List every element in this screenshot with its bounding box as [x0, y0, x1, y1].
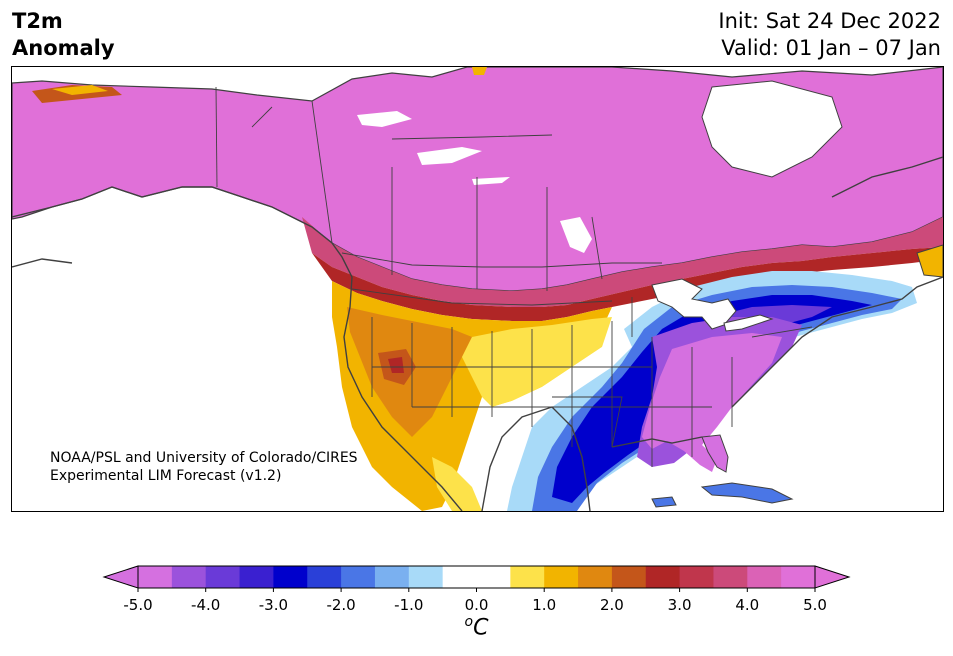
colorbar-extend-max [814, 565, 851, 589]
colorbar-swatch [578, 566, 613, 588]
colorbar-tick-label: 5.0 [803, 596, 827, 610]
colorbar-tick-label: -5.0 [123, 596, 152, 610]
colorbar-tick-label: 4.0 [735, 596, 759, 610]
great-lakes [651, 278, 737, 330]
colorbar-units: oC [0, 614, 953, 640]
cuba [700, 482, 794, 504]
units-degree: o [464, 614, 474, 630]
colorbar-swatch [713, 566, 748, 588]
anomaly-map [12, 67, 943, 511]
colorbar-swatch [476, 566, 511, 588]
anomaly-near-zero [490, 317, 652, 511]
colorbar-tick-label: -4.0 [191, 596, 220, 610]
colorbar-tick-label: 1.0 [532, 596, 556, 610]
anomaly-plains-yellow [462, 317, 612, 407]
colorbar-swatch [171, 566, 207, 588]
colorbar-swatch [273, 566, 308, 588]
colorbar-swatch [205, 566, 241, 588]
valid-range: Valid: 01 Jan – 07 Jan [721, 36, 941, 60]
colorbar-swatch [747, 566, 782, 588]
arctic-gold [472, 67, 487, 75]
colorbar-swatch [544, 566, 579, 588]
colorbar-tick-label: -2.0 [326, 596, 355, 610]
colorbar-swatch [374, 566, 410, 588]
colorbar-swatch [442, 566, 477, 588]
bahamas [651, 496, 677, 508]
great-slave-lake [417, 147, 482, 165]
variable-type: Anomaly [12, 36, 115, 60]
init-date: Init: Sat 24 Dec 2022 [718, 9, 941, 33]
coastlines [12, 156, 943, 511]
colorbar-swatch [341, 566, 376, 588]
colorbar-tick-label: -1.0 [394, 596, 423, 610]
newfoundland-warm [916, 244, 943, 278]
great-bear-lake [357, 111, 412, 127]
anomaly-southeast-lavender [642, 333, 782, 472]
lake-winnipeg [560, 217, 592, 253]
colorbar-swatch [138, 566, 173, 588]
lake-erie [723, 314, 774, 332]
colorbar-tick-label: 2.0 [600, 596, 624, 610]
colorbar-swatch [307, 566, 342, 588]
anomaly-band-red [312, 247, 943, 321]
map-panel: NOAA/PSL and University of Colorado/CIRE… [11, 66, 944, 512]
colorbar-swatch [781, 566, 816, 588]
colorbar-tick-label: 0.0 [465, 596, 489, 610]
colorbar-tick-label: -3.0 [259, 596, 288, 610]
colorbar-swatch [510, 566, 545, 588]
colorbar: -5.0 -4.0 -3.0 -2.0 -1.0 0.0 1.0 2.0 3.0 4.0 5.0 [0, 562, 953, 642]
colorbar-tick-label: 3.0 [668, 596, 692, 610]
chart-title: T2m Anomaly [12, 8, 115, 62]
colorbar-graphic: -5.0 -4.0 -3.0 -2.0 -1.0 0.0 1.0 2.0 3.0 4.0 5.0 [102, 565, 851, 614]
anomaly-california-red [388, 357, 404, 373]
alaska-gold [52, 85, 108, 95]
hudson-bay [701, 80, 843, 178]
variable-name: T2m [12, 9, 63, 33]
anomaly-mexico-yellow [432, 457, 482, 511]
credit-line-2: Experimental LIM Forecast (v1.2) [50, 468, 282, 484]
colorbar-swatch [408, 566, 444, 588]
credit-text: NOAA/PSL and University of Colorado/CIRE… [50, 449, 358, 485]
colorbar-extend-min [102, 565, 139, 589]
colorbar-swatch [679, 566, 714, 588]
colorbar-swatch [239, 566, 274, 588]
lake-athabasca [472, 177, 510, 185]
units-celsius: C [473, 615, 489, 641]
anomaly-cold-darkblue [552, 295, 872, 503]
forecast-dates: Init: Sat 24 Dec 2022 Valid: 01 Jan – 07… [718, 8, 941, 62]
colorbar-swatch [645, 566, 681, 588]
political-borders [215, 86, 813, 467]
credit-line-1: NOAA/PSL and University of Colorado/CIRE… [50, 450, 358, 466]
anomaly-florida [701, 434, 729, 473]
colorbar-swatch [611, 566, 647, 588]
anomaly-band-pink [302, 217, 943, 307]
